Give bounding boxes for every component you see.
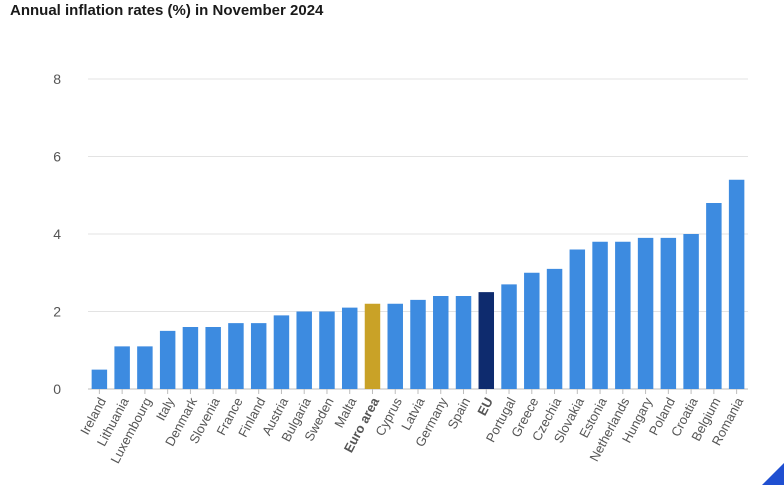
x-tick-label: Spain: [444, 395, 473, 431]
bar-latvia: [410, 299, 426, 389]
bar-belgium: [706, 203, 722, 389]
bar-estonia: [592, 241, 608, 389]
bar-netherlands: [615, 241, 631, 389]
bar-euro-area: [364, 303, 381, 389]
bar-austria: [273, 315, 290, 389]
y-axis-ticks: 0 2 4 6 8: [53, 71, 61, 397]
corner-triangle-icon: [762, 463, 784, 485]
y-tick-label: 8: [53, 71, 61, 87]
bar-poland: [660, 237, 677, 389]
bar-finland: [250, 323, 267, 389]
bar-romania: [728, 179, 745, 389]
x-tick-label: EU: [474, 395, 496, 418]
chart-title: Annual inflation rates (%) in November 2…: [10, 2, 324, 19]
bar-slovenia: [205, 327, 221, 389]
bar-italy: [159, 330, 176, 389]
bar-portugal: [501, 284, 517, 389]
bar-slovakia: [569, 249, 586, 389]
bar-bulgaria: [296, 311, 312, 389]
bars: [91, 179, 745, 389]
bar-hungary: [637, 237, 654, 389]
bar-lithuania: [114, 346, 130, 389]
bar-luxembourg: [137, 346, 153, 389]
y-tick-label: 0: [53, 381, 61, 397]
bar-france: [228, 323, 244, 389]
bar-eu: [478, 292, 495, 389]
bar-greece: [524, 272, 540, 389]
y-tick-label: 4: [53, 226, 61, 242]
bar-sweden: [319, 311, 335, 389]
bar-malta: [341, 307, 358, 389]
bar-croatia: [683, 234, 699, 389]
bar-germany: [433, 296, 449, 389]
bar-ireland: [91, 369, 108, 389]
bar-spain: [455, 296, 472, 389]
y-tick-label: 6: [53, 149, 61, 165]
bar-czechia: [546, 268, 563, 389]
bar-cyprus: [387, 303, 403, 389]
bar-denmark: [182, 327, 199, 389]
y-tick-label: 2: [53, 304, 61, 320]
x-axis-ticks: IrelandLithuaniaLuxembourgItalyDenmarkSl…: [77, 389, 747, 466]
